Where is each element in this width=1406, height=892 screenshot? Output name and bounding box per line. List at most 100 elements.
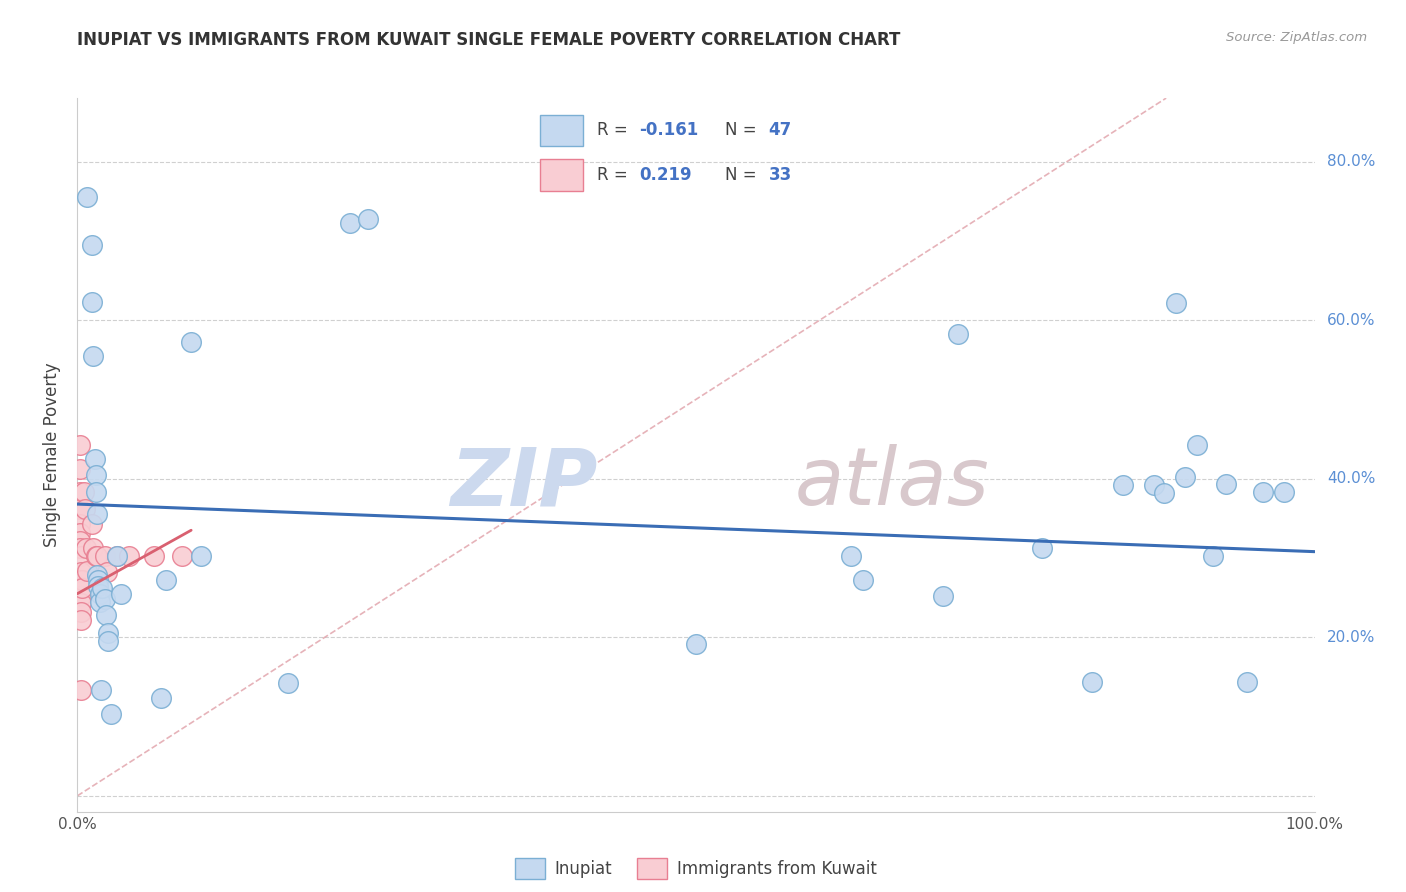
Point (82, 349, 104, 363)
Text: Source: ZipAtlas.com: Source: ZipAtlas.com (1226, 31, 1367, 45)
Point (84, 549, 107, 564)
Point (84, 485, 107, 500)
Text: N =: N = (725, 167, 762, 185)
Point (76, 565, 98, 579)
Text: atlas: atlas (794, 444, 990, 523)
Point (96, 566, 118, 580)
Point (155, 573, 177, 587)
Point (86, 568, 108, 582)
Point (1112, 478, 1135, 492)
Point (91, 581, 114, 595)
Y-axis label: Single Female Poverty: Single Female Poverty (44, 363, 62, 547)
Point (190, 549, 212, 563)
Point (70, 589, 93, 603)
Point (73, 501, 96, 516)
Point (110, 587, 132, 601)
Point (69, 525, 91, 540)
Text: INUPIAT VS IMMIGRANTS FROM KUWAIT SINGLE FEMALE POVERTY CORRELATION CHART: INUPIAT VS IMMIGRANTS FROM KUWAIT SINGLE… (77, 31, 901, 49)
Point (1272, 485, 1295, 500)
Point (70, 580, 93, 594)
FancyBboxPatch shape (540, 160, 583, 191)
Point (1202, 549, 1225, 564)
Point (70, 605, 93, 619)
Point (70, 683, 93, 698)
Point (69, 462, 91, 476)
Text: ZIP: ZIP (450, 444, 598, 523)
Point (150, 691, 173, 706)
Point (339, 216, 361, 230)
Point (97, 634, 120, 648)
Point (94, 608, 117, 623)
Point (105, 549, 128, 564)
Point (86, 508, 108, 522)
Text: 40.0%: 40.0% (1327, 471, 1375, 486)
Point (70, 596, 93, 610)
Point (172, 549, 194, 564)
Text: R =: R = (596, 121, 633, 139)
Point (70, 566, 93, 580)
Point (105, 549, 128, 564)
Point (93, 592, 115, 607)
Text: 47: 47 (769, 121, 792, 139)
Point (75, 541, 97, 555)
Point (93, 549, 115, 564)
Point (118, 549, 141, 564)
Point (180, 334, 202, 349)
Point (948, 327, 970, 342)
Text: N =: N = (725, 121, 762, 139)
Text: R =: R = (596, 167, 633, 185)
Point (86, 549, 108, 564)
Text: 33: 33 (769, 167, 792, 185)
Text: -0.161: -0.161 (640, 121, 699, 139)
Point (69, 516, 91, 531)
Point (82, 516, 104, 531)
Point (82, 294, 104, 309)
Point (84, 467, 107, 482)
Point (1164, 295, 1187, 310)
Point (1031, 541, 1053, 556)
Text: 80.0%: 80.0% (1327, 154, 1375, 169)
Point (1174, 470, 1197, 484)
Point (1236, 675, 1258, 690)
Point (839, 549, 862, 564)
Point (72, 573, 94, 587)
Point (97, 626, 120, 640)
Point (69, 485, 91, 500)
Text: 20.0%: 20.0% (1327, 630, 1375, 645)
Point (357, 211, 380, 226)
Point (90, 683, 112, 698)
Point (143, 549, 166, 564)
Point (685, 637, 707, 651)
Point (70, 573, 93, 587)
Point (1251, 485, 1274, 500)
Point (277, 676, 299, 690)
Point (1143, 478, 1166, 492)
Point (87, 573, 110, 587)
Legend: Inupiat, Immigrants from Kuwait: Inupiat, Immigrants from Kuwait (508, 852, 884, 886)
Point (83, 451, 105, 466)
Point (70, 613, 93, 627)
Point (1215, 477, 1237, 491)
Point (1081, 675, 1104, 690)
Text: 0.219: 0.219 (640, 167, 692, 185)
Point (932, 589, 955, 603)
Point (72, 581, 94, 595)
Point (69, 437, 91, 451)
Point (89, 587, 111, 601)
FancyBboxPatch shape (540, 114, 583, 146)
Point (72, 485, 94, 500)
Point (1153, 486, 1175, 500)
Text: 60.0%: 60.0% (1327, 312, 1375, 327)
Point (89, 594, 111, 608)
Point (70, 549, 93, 564)
Point (1185, 438, 1208, 452)
Point (69, 501, 91, 516)
Point (76, 190, 98, 204)
Point (82, 541, 104, 556)
Point (87, 579, 110, 593)
Point (82, 237, 104, 252)
Point (852, 573, 875, 587)
Point (100, 707, 122, 722)
Point (69, 533, 91, 548)
Point (69, 541, 91, 556)
